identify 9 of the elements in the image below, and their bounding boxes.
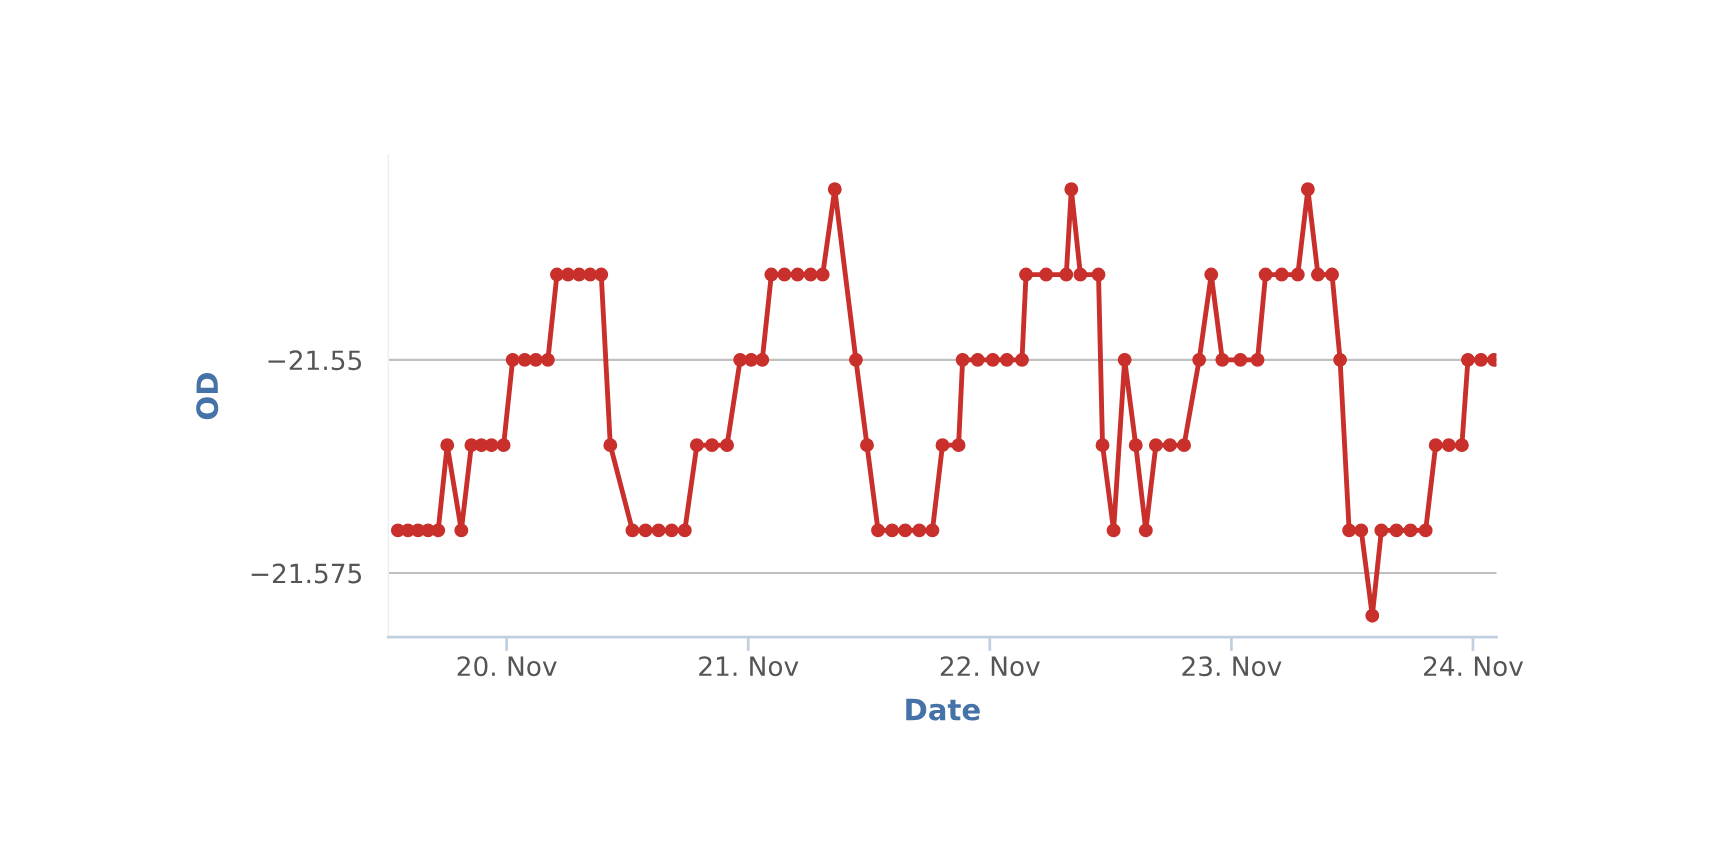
x-tick-label: 20. Nov bbox=[457, 656, 557, 677]
x-tick-label: 23. Nov bbox=[1182, 656, 1282, 677]
x-tick-label: 22. Nov bbox=[940, 656, 1040, 677]
y-tick-label: −21.575 bbox=[251, 563, 362, 584]
x-axis-title: Date bbox=[906, 698, 980, 721]
y-axis-title: OD bbox=[196, 373, 219, 420]
x-tick-label: 24. Nov bbox=[1423, 656, 1524, 677]
y-tick-label: −21.55 bbox=[268, 350, 362, 371]
x-tick-label: 21. Nov bbox=[699, 656, 799, 677]
